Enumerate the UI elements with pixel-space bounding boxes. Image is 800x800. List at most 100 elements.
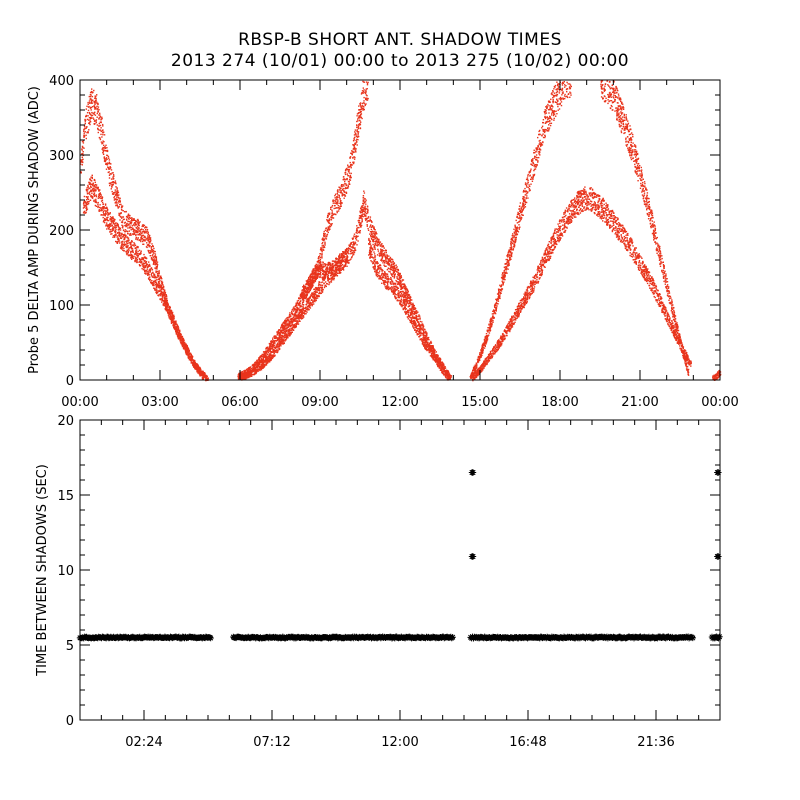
- data-point: [111, 224, 113, 227]
- data-point: [291, 311, 293, 313]
- data-point: [259, 369, 261, 372]
- data-point: [99, 189, 101, 191]
- data-point: [287, 330, 289, 332]
- data-point: [109, 219, 111, 221]
- data-point: [147, 232, 149, 234]
- data-point: [280, 340, 282, 342]
- data-point: [95, 184, 98, 186]
- data-point: [96, 187, 98, 189]
- data-point: [306, 288, 308, 291]
- data-point: [359, 123, 362, 126]
- data-point: [309, 301, 311, 303]
- data-point: [189, 358, 192, 360]
- data-point: [348, 172, 351, 174]
- data-point: [334, 270, 336, 272]
- data-point: [172, 316, 175, 318]
- data-point: [309, 297, 311, 299]
- data-point: [304, 307, 306, 309]
- data-point: [160, 292, 163, 294]
- data-point: [166, 308, 168, 310]
- data-point: [343, 183, 346, 185]
- data-point: [250, 373, 252, 375]
- data-point: [144, 238, 146, 241]
- data-point: [276, 334, 278, 336]
- data-point: [291, 323, 294, 325]
- data-point: [264, 351, 266, 353]
- data-point: [173, 318, 175, 320]
- data-point: [149, 242, 151, 244]
- data-point: [353, 137, 355, 140]
- data-point: [151, 250, 153, 253]
- data-point: [336, 192, 338, 195]
- data-point: [177, 328, 179, 331]
- data-point: [339, 207, 341, 209]
- data-point: [179, 337, 181, 339]
- data-point: [100, 141, 103, 143]
- data-point: [118, 240, 121, 242]
- data-point: [278, 340, 280, 343]
- data-point: [155, 258, 157, 261]
- data-point: [123, 241, 125, 243]
- data-point: [237, 376, 240, 378]
- data-point: [107, 219, 110, 222]
- data-point: [339, 200, 342, 202]
- data-point: [105, 207, 107, 209]
- data-point: [196, 371, 198, 373]
- data-point: [86, 105, 88, 107]
- data-point: [185, 343, 187, 345]
- data-point: [291, 329, 293, 331]
- data-point: [355, 236, 358, 239]
- data-point: [105, 144, 107, 146]
- data-point: [114, 235, 116, 238]
- data-point: [121, 205, 124, 207]
- data-point: [90, 185, 92, 188]
- data-point: [332, 200, 334, 202]
- data-point: [119, 200, 121, 202]
- data-point: [137, 224, 140, 226]
- data-point: [169, 318, 171, 320]
- data-point: [137, 221, 139, 223]
- data-point: [256, 365, 259, 368]
- data-point: [99, 129, 102, 131]
- data-point: [127, 232, 129, 235]
- data-point: [363, 102, 366, 104]
- data-point: [90, 117, 93, 119]
- data-point: [334, 273, 336, 275]
- data-point: [93, 184, 96, 186]
- data-point: [139, 229, 142, 231]
- data-point: [300, 294, 303, 296]
- data-point: [134, 222, 137, 224]
- data-point: [246, 376, 249, 378]
- data-point: [351, 252, 353, 254]
- data-point: [314, 272, 316, 275]
- data-point: [322, 246, 325, 248]
- data-point: [104, 213, 106, 215]
- data-point: [328, 219, 330, 221]
- data-point: [138, 222, 140, 224]
- data-point: [138, 261, 140, 263]
- data-point: [333, 272, 335, 274]
- data-point: [166, 302, 169, 304]
- data-point: [102, 151, 104, 154]
- data-point: [316, 297, 319, 299]
- data-point: [290, 333, 292, 335]
- data-point: [83, 205, 86, 207]
- data-point: [250, 366, 252, 368]
- data-point: [295, 303, 298, 306]
- data-point: [110, 163, 112, 165]
- data-point: [177, 336, 179, 338]
- data-point: [139, 233, 141, 235]
- data-point: [164, 290, 166, 292]
- data-point: [139, 253, 141, 255]
- data-point: [356, 113, 359, 115]
- data-point: [362, 199, 364, 201]
- data-point: [238, 372, 240, 375]
- data-point: [131, 225, 133, 227]
- data-point: [341, 189, 344, 191]
- data-point: [114, 218, 116, 221]
- data-point: [91, 192, 93, 194]
- data-point: [304, 290, 307, 292]
- data-point: [146, 229, 149, 231]
- data-point: [277, 346, 280, 348]
- data-point: [142, 268, 144, 271]
